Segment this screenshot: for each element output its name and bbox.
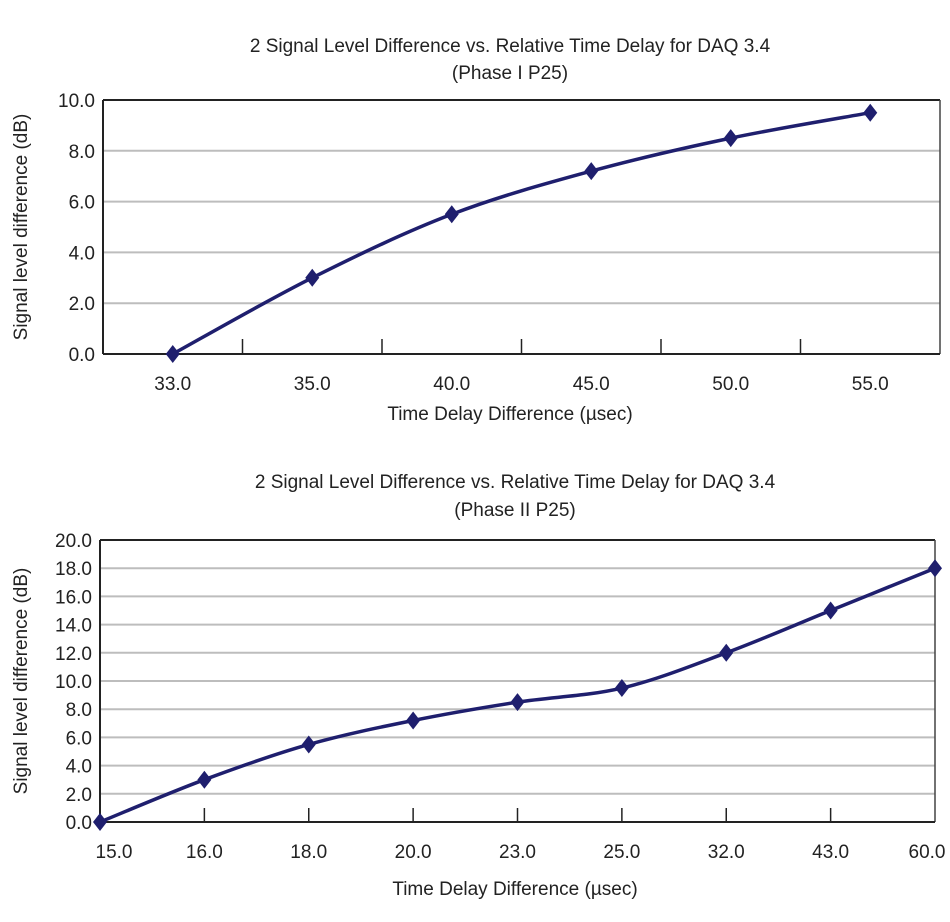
x-tick-label: 25.0 [603, 842, 640, 863]
data-point-diamond [928, 559, 942, 578]
y-tick-label: 6.0 [69, 193, 95, 214]
y-tick-label: 14.0 [55, 616, 92, 637]
data-point-diamond [165, 345, 180, 363]
data-point-diamond [723, 129, 738, 148]
x-tick-label: 16.0 [186, 842, 223, 863]
data-point-diamond [823, 601, 838, 620]
data-point-diamond [863, 103, 878, 122]
chart-2-title: 2 Signal Level Difference vs. Relative T… [255, 472, 776, 493]
chart-1-plot: 0.0 2.0 4.0 6.0 8.0 10.0 33.0 35.0 40.0 45.0 50.0 5… [58, 91, 941, 395]
chart-1-x-axis-label: Time Delay Difference (µsec) [387, 404, 632, 425]
y-tick-label: 10.0 [55, 672, 92, 693]
chart-1: 2 Signal Level Difference vs. Relative T… [11, 36, 941, 425]
data-point-diamond [93, 813, 107, 831]
y-tick-label: 8.0 [66, 700, 92, 721]
x-tick-label: 45.0 [573, 374, 610, 395]
chart-2-plot: 0.0 2.0 4.0 6.0 8.0 10.0 12.0 14.0 16.0 18.0 20.0 1… [55, 531, 945, 863]
x-tick-label: 60.0 [909, 842, 946, 863]
x-tick-label: 20.0 [395, 842, 432, 863]
chart-2-y-axis-label: Signal level difference (dB) [11, 568, 32, 795]
chart-2-x-axis-label: Time Delay Difference (µsec) [392, 879, 637, 900]
x-tick-label: 40.0 [433, 374, 470, 395]
y-tick-label: 4.0 [66, 757, 92, 778]
chart-2-subtitle: (Phase II P25) [454, 500, 575, 521]
data-point-diamond [301, 735, 316, 754]
x-tick-label: 23.0 [499, 842, 536, 863]
x-tick-label: 33.0 [154, 374, 191, 395]
series-line [171, 110, 871, 356]
x-tick-label: 50.0 [712, 374, 749, 395]
y-tick-label: 8.0 [69, 142, 95, 163]
x-tick-label: 55.0 [852, 374, 889, 395]
y-tick-label: 6.0 [66, 728, 92, 749]
data-point-diamond [197, 770, 212, 789]
data-point-diamond [719, 643, 734, 662]
data-point-diamond [510, 693, 525, 712]
y-tick-label: 20.0 [55, 531, 92, 552]
x-tick-label: 43.0 [812, 842, 849, 863]
y-tick-label: 4.0 [69, 243, 95, 264]
y-tick-label: 0.0 [66, 813, 92, 834]
y-tick-label: 18.0 [55, 559, 92, 580]
data-point-diamond [406, 711, 421, 730]
y-tick-label: 2.0 [69, 294, 95, 315]
data-point-diamond [444, 205, 459, 224]
chart-2: 2 Signal Level Difference vs. Relative T… [11, 472, 945, 900]
y-tick-label: 10.0 [58, 91, 95, 112]
data-point-diamond [584, 162, 599, 181]
data-point-diamond [614, 679, 629, 698]
y-tick-label: 16.0 [55, 587, 92, 608]
y-tick-label: 12.0 [55, 644, 92, 665]
x-tick-label: 15.0 [96, 842, 133, 863]
y-tick-label: 0.0 [69, 345, 95, 366]
data-point-diamond [305, 268, 320, 287]
x-tick-label: 18.0 [290, 842, 327, 863]
chart-1-y-axis-label: Signal level difference (dB) [11, 114, 32, 341]
chart-1-title: 2 Signal Level Difference vs. Relative T… [250, 36, 771, 57]
chart-1-subtitle: (Phase I P25) [452, 63, 568, 84]
x-tick-label: 32.0 [708, 842, 745, 863]
y-tick-label: 2.0 [66, 785, 92, 806]
x-tick-label: 35.0 [294, 374, 331, 395]
